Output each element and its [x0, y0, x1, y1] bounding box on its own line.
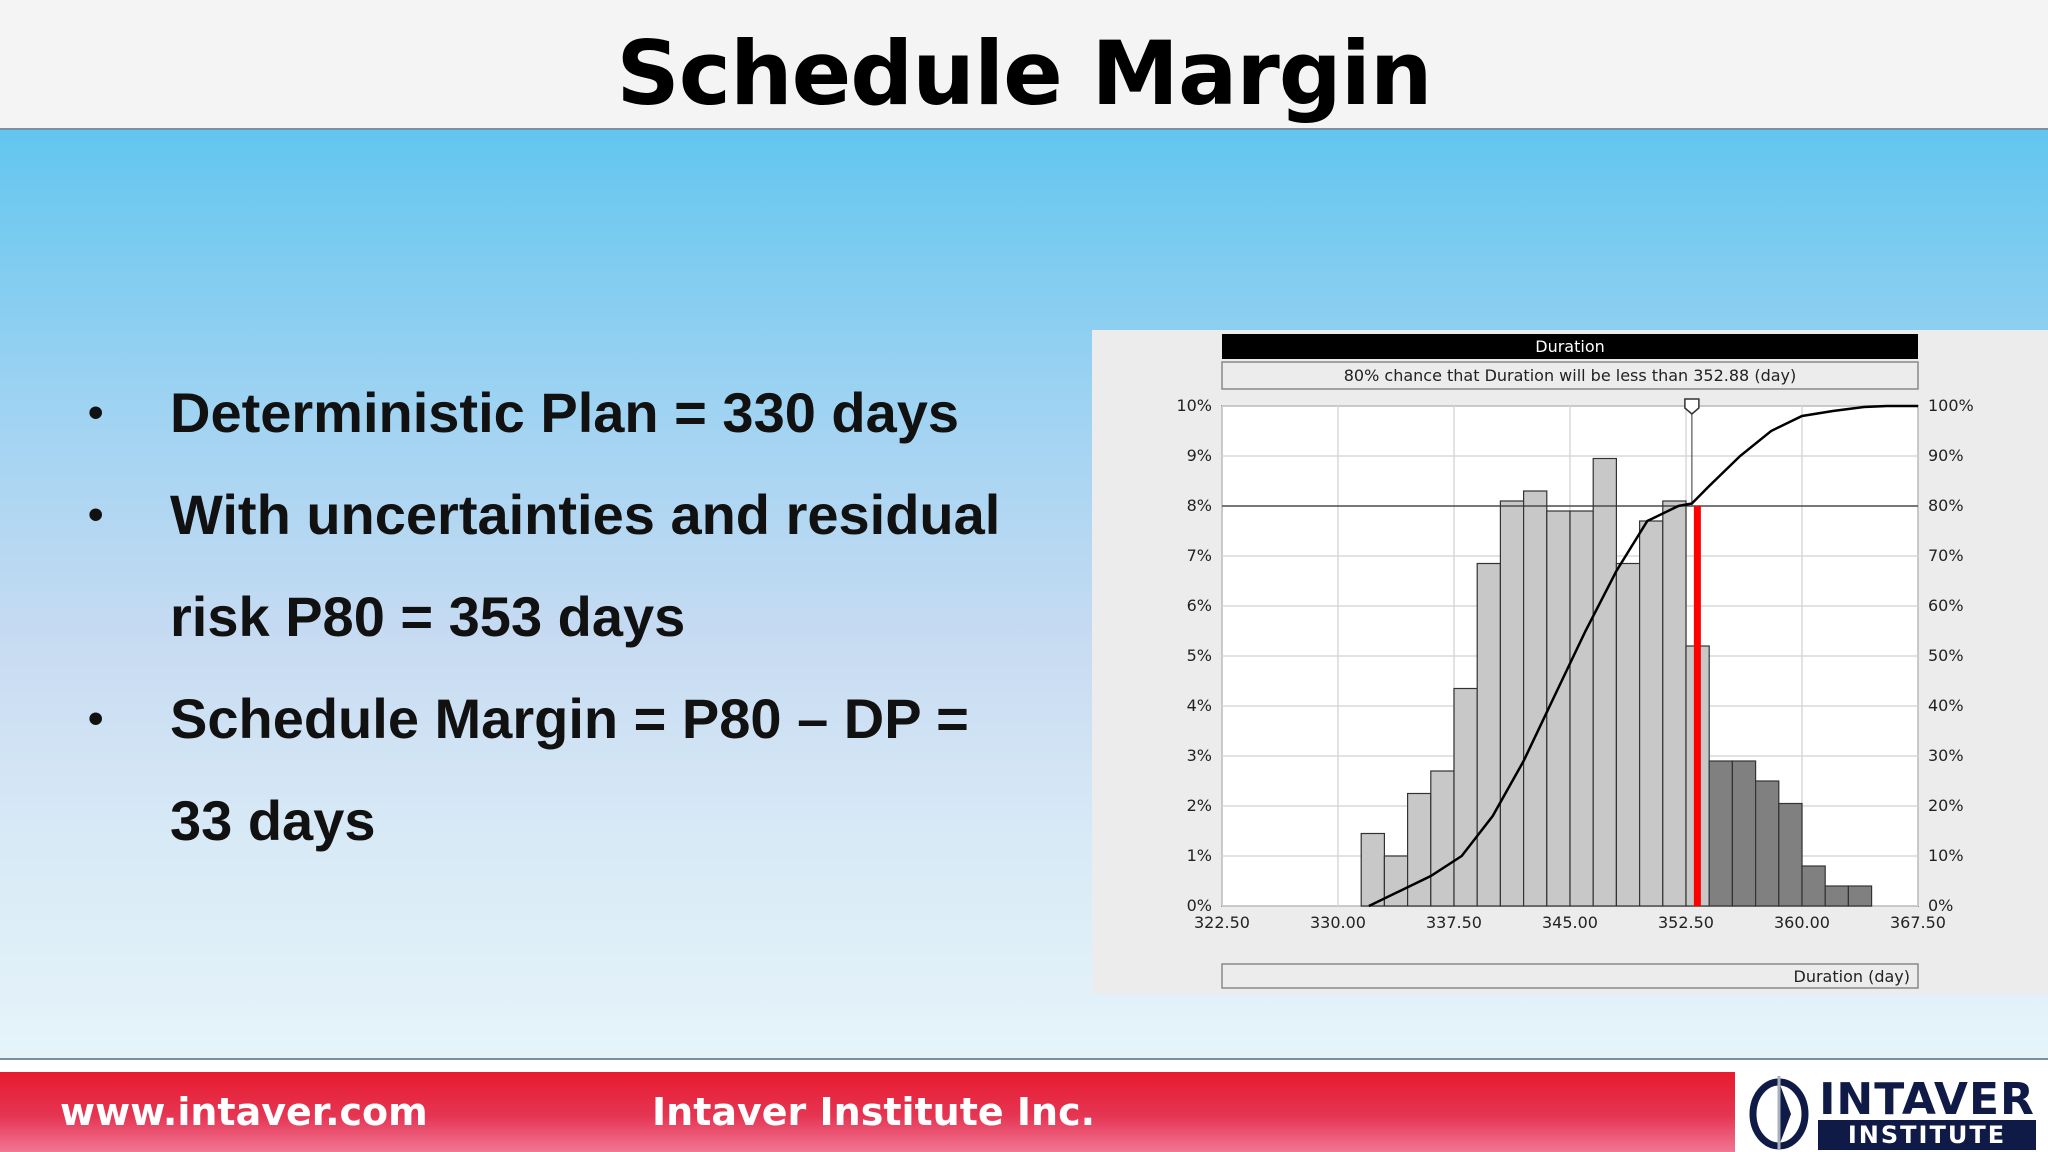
footer-bar — [0, 1072, 1735, 1152]
x-tick-label: 345.00 — [1542, 913, 1598, 932]
x-tick-label: 360.00 — [1774, 913, 1830, 932]
histogram-bar — [1383, 855, 1409, 907]
histogram-bar — [1499, 500, 1525, 907]
bullet-list: • Deterministic Plan = 330 days • With u… — [88, 362, 1048, 872]
y-tick-label: 7% — [1187, 546, 1212, 565]
histogram-bar — [1546, 510, 1571, 907]
histogram-bar — [1708, 760, 1734, 907]
histogram-bar — [1592, 457, 1618, 907]
bullet-dot-icon: • — [88, 388, 104, 437]
marker-handle-icon — [1684, 398, 1700, 415]
histogram-bar — [1569, 510, 1594, 907]
x-axis-label-box — [1221, 963, 1919, 989]
slide-title: Schedule Margin — [616, 22, 1432, 125]
cumulative-curve — [1368, 404, 1918, 908]
bullet-line: Schedule Margin = P80 – DP = — [170, 687, 969, 750]
y2-tick-label: 80% — [1928, 496, 1964, 515]
histogram-bar — [1847, 885, 1873, 907]
y2-tick-label: 40% — [1928, 696, 1964, 715]
footer-company-name: Intaver Institute Inc. — [652, 1090, 1096, 1134]
bullet-dot-icon: • — [88, 694, 104, 743]
chart-title: Duration — [1535, 337, 1605, 356]
y2-tick-label: 0% — [1928, 896, 1953, 915]
y2-tick-label: 30% — [1928, 746, 1964, 765]
footer-url-link[interactable]: www.intaver.com — [60, 1090, 428, 1134]
y2-tick-label: 20% — [1928, 796, 1964, 815]
bar-layer — [1360, 457, 1873, 907]
y-tick-label: 0% — [1187, 896, 1212, 915]
logo-wordmark: INTAVER — [1819, 1074, 2035, 1125]
logo-emblem-icon — [1749, 1076, 1809, 1150]
histogram-bar — [1754, 780, 1780, 907]
y2-tick-label: 50% — [1928, 646, 1964, 665]
y-tick-label: 2% — [1187, 796, 1212, 815]
y2-tick-label: 60% — [1928, 596, 1964, 615]
logo-subtitle: INSTITUTE — [1818, 1120, 2036, 1150]
x-axis-label: Duration (day) — [1794, 967, 1911, 986]
x-tick-label: 322.50 — [1194, 913, 1250, 932]
bullet-line: Deterministic Plan = 330 days — [170, 381, 960, 444]
bullet-item: • Deterministic Plan = 330 days — [88, 362, 1048, 464]
y-tick-label: 3% — [1187, 746, 1212, 765]
histogram-bar — [1430, 770, 1455, 907]
p80-marker-bar — [1693, 506, 1701, 906]
histogram-bar — [1778, 802, 1803, 907]
bullet-item: • With uncertainties and residual risk P… — [88, 464, 1048, 668]
y2-tick-label: 90% — [1928, 446, 1964, 465]
bullet-line: risk P80 = 353 days — [170, 585, 686, 648]
y2-tick-label: 100% — [1928, 396, 1974, 415]
axis-layer: 0% 1% 2% 3% 4% 5% 6% 7% 8% 9% 10% 0% 10% 20% 30% 40% 50%… — [1176, 396, 1973, 932]
y-tick-label: 8% — [1187, 496, 1212, 515]
histogram-bar — [1824, 885, 1850, 907]
chart-subtitle-box — [1221, 361, 1919, 390]
histogram-bar — [1638, 520, 1664, 907]
chart-subtitle: 80% chance that Duration will be less th… — [1344, 366, 1796, 385]
histogram-bar — [1731, 760, 1757, 907]
chart-panel: Duration 80% chance that Duration will b… — [1092, 330, 2048, 994]
y-tick-label: 1% — [1187, 846, 1212, 865]
histogram-bar — [1407, 792, 1432, 907]
histogram-bar — [1476, 562, 1502, 907]
bullet-line: With uncertainties and residual — [170, 483, 1001, 546]
y2-tick-label: 10% — [1928, 846, 1964, 865]
bullet-line: 33 days — [170, 789, 376, 852]
histogram-bar — [1801, 865, 1826, 907]
x-tick-label: 330.00 — [1310, 913, 1366, 932]
y-tick-label: 6% — [1187, 596, 1212, 615]
y-tick-label: 5% — [1187, 646, 1212, 665]
x-tick-label: 337.50 — [1426, 913, 1482, 932]
histogram-bar — [1523, 490, 1548, 907]
chart-title-bar — [1222, 334, 1918, 359]
histogram-bar — [1662, 500, 1687, 907]
histogram-bar — [1453, 687, 1478, 907]
bullet-dot-icon: • — [88, 490, 104, 539]
y-tick-label: 9% — [1187, 446, 1212, 465]
x-tick-label: 352.50 — [1658, 913, 1714, 932]
histogram-bar — [1615, 562, 1641, 907]
y-tick-label: 10% — [1176, 396, 1212, 415]
histogram-bar — [1360, 832, 1386, 907]
overlay-layer — [1222, 398, 1918, 908]
bullet-item: • Schedule Margin = P80 – DP = 33 days — [88, 668, 1048, 872]
y2-tick-label: 70% — [1928, 546, 1964, 565]
y-tick-label: 4% — [1187, 696, 1212, 715]
title-bar: Schedule Margin — [0, 0, 2048, 130]
duration-histogram: Duration 80% chance that Duration will b… — [1176, 334, 1974, 989]
x-tick-label: 367.50 — [1890, 913, 1946, 932]
